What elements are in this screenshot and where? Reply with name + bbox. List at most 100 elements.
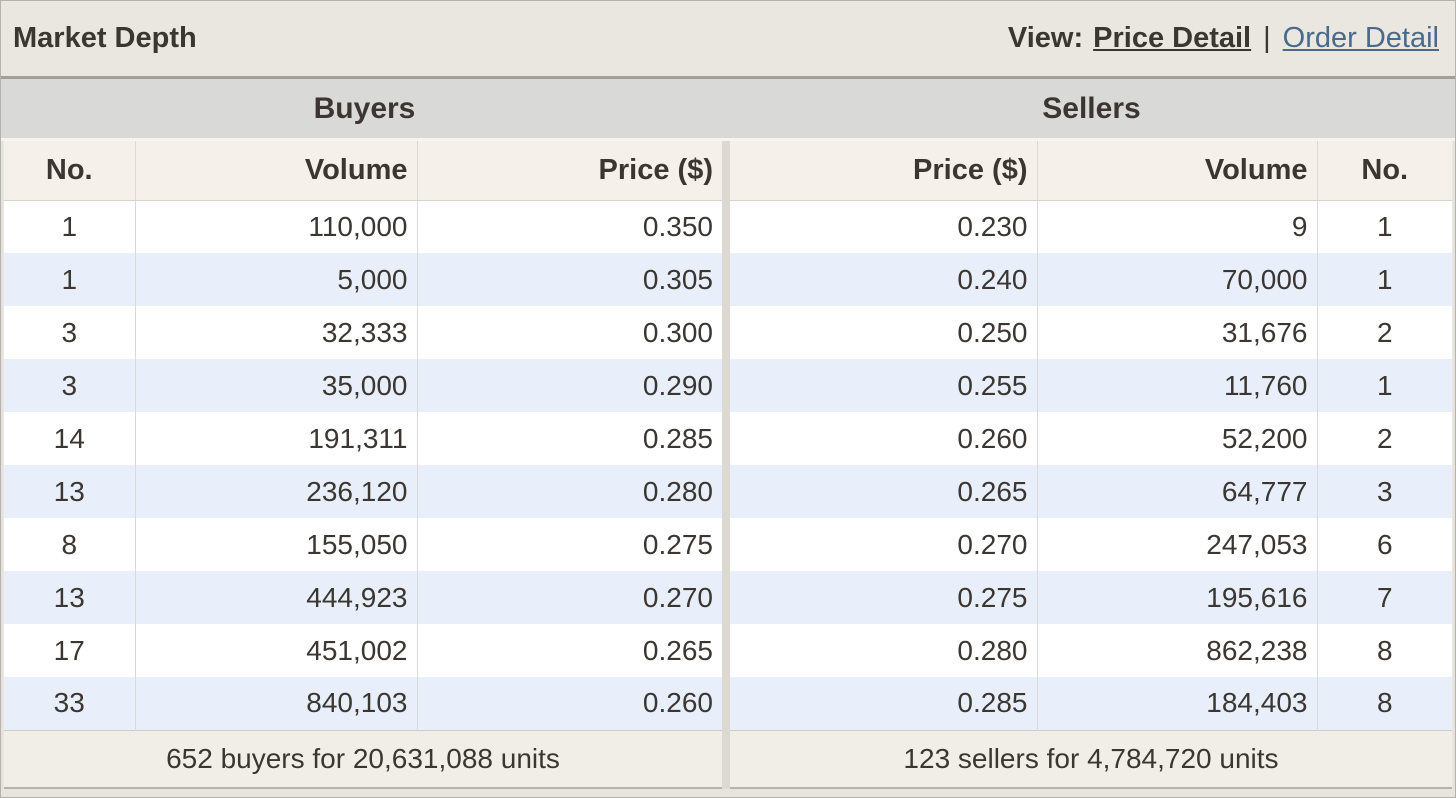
table-row: 1 5,000 0.305: [4, 253, 722, 306]
sellers-no-cell: 6: [1316, 518, 1452, 571]
table-row: 33 840,103 0.260: [4, 677, 722, 730]
buyers-no-cell: 33: [4, 677, 135, 730]
view-switcher: View: Price Detail | Order Detail: [1008, 22, 1439, 55]
buyers-price-cell: 0.260: [416, 677, 722, 730]
table-row: 0.255 11,760 1: [730, 359, 1452, 412]
table-row: 8 155,050 0.275: [4, 518, 722, 571]
buyers-summary: 652 buyers for 20,631,088 units: [4, 729, 722, 789]
sellers-price-cell: 0.275: [730, 571, 1037, 624]
sellers-section-title: Sellers: [1042, 91, 1141, 125]
sellers-price-cell: 0.255: [730, 359, 1037, 412]
sellers-summary-row: 123 sellers for 4,784,720 units: [730, 729, 1452, 789]
buyers-rows: 1 110,000 0.350 1 5,000 0.305 3 32,333 0.300 3 35,…: [4, 200, 722, 730]
buyers-no-cell: 1: [4, 200, 135, 253]
sellers-volume-cell: 195,616: [1036, 571, 1317, 624]
sellers-no-cell: 2: [1316, 306, 1452, 359]
title-bar: Market Depth View: Price Detail | Order …: [1, 1, 1455, 79]
sellers-volume-cell: 184,403: [1036, 677, 1317, 730]
view-option-order-detail[interactable]: Order Detail: [1282, 22, 1439, 54]
buyers-volume-cell: 155,050: [134, 518, 417, 571]
sellers-volume-cell: 9: [1036, 200, 1317, 253]
table-row: 3 32,333 0.300: [4, 306, 722, 359]
sellers-volume-cell: 64,777: [1036, 465, 1317, 518]
sellers-price-cell: 0.265: [730, 465, 1037, 518]
sellers-no-cell: 8: [1316, 677, 1452, 730]
view-label: View:: [1007, 22, 1084, 54]
sellers-no-cell: 3: [1316, 465, 1452, 518]
depth-tables-area: No. Volume Price ($) 1 110,000 0.350 1 5,000…: [1, 141, 1455, 789]
sellers-col-price: Price ($): [730, 141, 1037, 201]
table-divider: [722, 141, 730, 789]
sellers-price-cell: 0.285: [730, 677, 1037, 730]
sellers-col-volume: Volume: [1036, 141, 1317, 201]
buyers-volume-cell: 191,311: [134, 412, 417, 465]
buyers-no-cell: 3: [4, 359, 135, 412]
buyers-col-no: No.: [4, 141, 135, 201]
sellers-price-cell: 0.270: [730, 518, 1037, 571]
buyers-price-cell: 0.280: [416, 465, 722, 518]
table-row: 0.285 184,403 8: [730, 677, 1452, 730]
sellers-price-cell: 0.250: [730, 306, 1037, 359]
buyers-price-cell: 0.275: [416, 518, 722, 571]
table-row: 0.265 64,777 3: [730, 465, 1452, 518]
table-row: 0.260 52,200 2: [730, 412, 1452, 465]
buyers-no-cell: 14: [4, 412, 135, 465]
sellers-volume-cell: 52,200: [1036, 412, 1317, 465]
table-row: 13 236,120 0.280: [4, 465, 722, 518]
table-row: 3 35,000 0.290: [4, 359, 722, 412]
buyers-table: No. Volume Price ($) 1 110,000 0.350 1 5,000…: [4, 141, 722, 789]
buyers-volume-cell: 110,000: [134, 200, 417, 253]
table-row: 0.270 247,053 6: [730, 518, 1452, 571]
buyers-volume-cell: 35,000: [134, 359, 417, 412]
sellers-price-cell: 0.260: [730, 412, 1037, 465]
sellers-col-no: No.: [1316, 141, 1452, 201]
sellers-no-cell: 1: [1316, 200, 1452, 253]
sellers-volume-cell: 11,760: [1036, 359, 1317, 412]
view-separator: |: [1263, 22, 1271, 54]
table-row: 0.250 31,676 2: [730, 306, 1452, 359]
buyers-price-cell: 0.300: [416, 306, 722, 359]
section-header-band: Buyers Sellers: [1, 79, 1455, 141]
buyers-no-cell: 17: [4, 624, 135, 677]
sellers-volume-cell: 70,000: [1036, 253, 1317, 306]
table-row: 14 191,311 0.285: [4, 412, 722, 465]
buyers-no-cell: 3: [4, 306, 135, 359]
buyers-summary-row: 652 buyers for 20,631,088 units: [4, 729, 722, 789]
page-title: Market Depth: [13, 22, 197, 54]
buyers-no-cell: 13: [4, 571, 135, 624]
sellers-volume-cell: 247,053: [1036, 518, 1317, 571]
buyers-price-cell: 0.290: [416, 359, 722, 412]
sellers-table: Price ($) Volume No. 0.230 9 1 0.240 70,000 1…: [730, 141, 1452, 789]
buyers-volume-cell: 5,000: [134, 253, 417, 306]
buyers-no-cell: 13: [4, 465, 135, 518]
sellers-no-cell: 1: [1316, 359, 1452, 412]
table-row: 17 451,002 0.265: [4, 624, 722, 677]
sellers-header-row: Price ($) Volume No.: [730, 141, 1452, 201]
buyers-col-volume: Volume: [134, 141, 417, 201]
sellers-volume-cell: 862,238: [1036, 624, 1317, 677]
sellers-summary: 123 sellers for 4,784,720 units: [730, 729, 1452, 789]
buyers-price-cell: 0.350: [416, 200, 722, 253]
sellers-no-cell: 2: [1316, 412, 1452, 465]
sellers-no-cell: 1: [1316, 253, 1452, 306]
buyers-volume-cell: 236,120: [134, 465, 417, 518]
table-row: 0.275 195,616 7: [730, 571, 1452, 624]
sellers-price-cell: 0.240: [730, 253, 1037, 306]
buyers-price-cell: 0.270: [416, 571, 722, 624]
buyers-price-cell: 0.265: [416, 624, 722, 677]
table-row: 1 110,000 0.350: [4, 200, 722, 253]
buyers-price-cell: 0.305: [416, 253, 722, 306]
table-row: 0.280 862,238 8: [730, 624, 1452, 677]
sellers-rows: 0.230 9 1 0.240 70,000 1 0.250 31,676 2 0.255 11,7…: [730, 200, 1452, 730]
sellers-price-cell: 0.230: [730, 200, 1037, 253]
buyers-header-row: No. Volume Price ($): [4, 141, 722, 201]
buyers-section-title: Buyers: [313, 91, 416, 125]
buyers-no-cell: 1: [4, 253, 135, 306]
sellers-price-cell: 0.280: [730, 624, 1037, 677]
table-row: 0.230 9 1: [730, 200, 1452, 253]
buyers-volume-cell: 840,103: [134, 677, 417, 730]
buyers-col-price: Price ($): [416, 141, 722, 201]
sellers-no-cell: 7: [1316, 571, 1452, 624]
view-option-price-detail[interactable]: Price Detail: [1093, 22, 1252, 54]
